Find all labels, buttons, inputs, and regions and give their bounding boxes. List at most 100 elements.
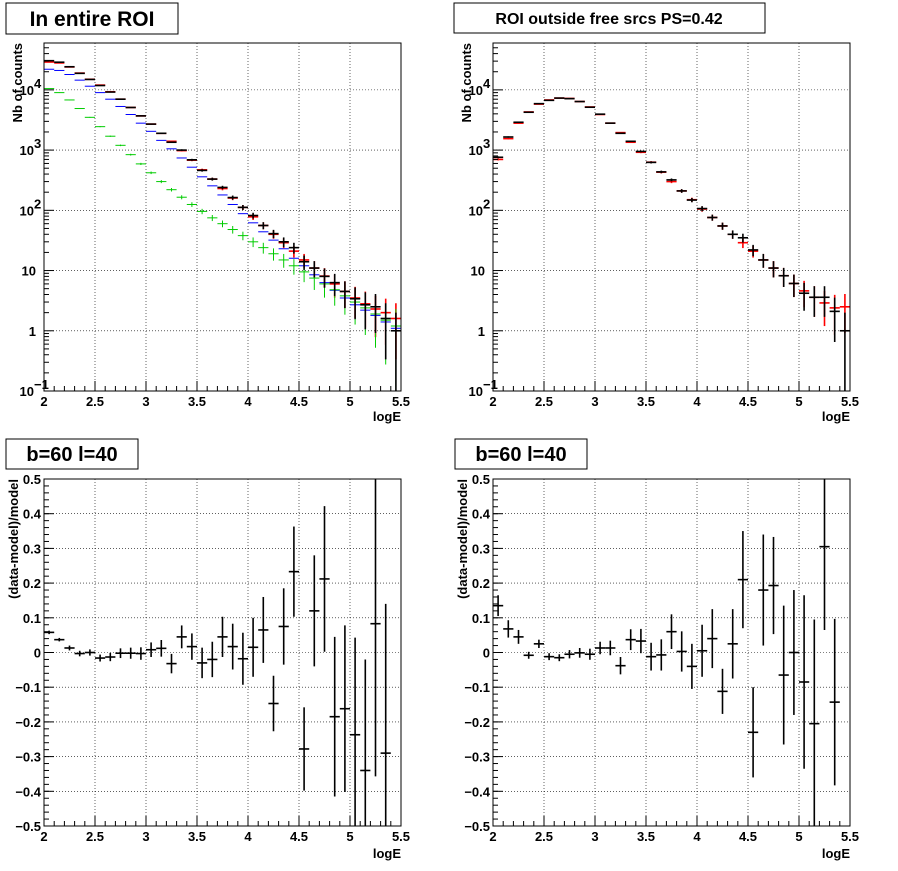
y-tick-label: 10 — [469, 203, 483, 218]
y-tick-label: 0.2 — [23, 576, 41, 591]
x-tick-label: 2 — [40, 829, 47, 844]
y-tick-exponent: 3 — [34, 136, 41, 151]
title-box: ROI outside free srcs PS=0.42 — [453, 2, 766, 34]
x-tick-label: 3 — [142, 829, 149, 844]
y-axis-label: (data-model)/model — [455, 479, 470, 599]
grid-lines — [493, 43, 850, 391]
y-tick-label: 10 — [471, 264, 485, 279]
x-tick-label: 4 — [244, 394, 252, 409]
y-tick-label: 10 — [469, 83, 483, 98]
y-tick-exponent: 3 — [483, 136, 490, 151]
x-tick-label: 3 — [591, 829, 598, 844]
x-tick-label: 2 — [40, 394, 47, 409]
x-tick-label: 3.5 — [637, 394, 655, 409]
panel-title: In entire ROI — [30, 8, 155, 31]
series-1 — [493, 97, 850, 391]
x-tick-label: 4.5 — [290, 829, 308, 844]
x-axis-label: logE — [822, 409, 850, 424]
data-marks — [44, 59, 401, 391]
x-tick-label: 2 — [489, 829, 496, 844]
y-tick-label: 0.5 — [23, 472, 41, 487]
y-tick-exponent: 4 — [34, 76, 42, 91]
y-tick-label: 0.5 — [472, 472, 490, 487]
y-axis-label: Nb of counts — [459, 43, 474, 122]
y-tick-label: 1 — [29, 324, 36, 339]
x-tick-label: 5 — [346, 394, 353, 409]
x-tick-label: 2.5 — [86, 829, 104, 844]
x-tick-label: 2 — [489, 394, 496, 409]
series-3 — [44, 59, 401, 391]
x-tick-label: 4 — [693, 394, 701, 409]
y-tick-label: 10 — [469, 384, 483, 399]
y-tick-label: −0.4 — [464, 784, 490, 799]
x-tick-label: 5.5 — [841, 829, 859, 844]
panel-title: b=60 l=40 — [26, 444, 117, 466]
y-tick-exponent: 2 — [483, 196, 490, 211]
y-tick-label: 10 — [22, 264, 36, 279]
y-tick-label: −0.1 — [15, 680, 41, 695]
x-axis-label: logE — [822, 846, 850, 861]
plot-frame — [492, 42, 851, 392]
y-tick-exponent: −1 — [483, 377, 498, 392]
title-box: b=60 l=40 — [5, 438, 139, 470]
x-tick-label: 4.5 — [739, 829, 757, 844]
panel-title: ROI outside free srcs PS=0.42 — [495, 11, 722, 28]
plot-frame — [43, 42, 402, 392]
y-tick-label: 10 — [20, 384, 34, 399]
series-0 — [44, 479, 391, 826]
x-tick-label: 3 — [142, 394, 149, 409]
panel-residuals-left: 2 2.5 3 3.5 4 4.5 5 5.5 −0.5 −0.4 −0.3 −0.2 −0.1 0 0.1… — [5, 438, 410, 861]
x-tick-label: 2.5 — [86, 394, 104, 409]
y-tick-exponent: 2 — [34, 196, 41, 211]
y-tick-exponent: −1 — [34, 377, 49, 392]
y-tick-exponent: 4 — [483, 76, 491, 91]
y-tick-label: 0.4 — [23, 507, 42, 522]
y-tick-label: 10 — [20, 143, 34, 158]
x-tick-label: 3.5 — [188, 829, 206, 844]
x-tick-label: 5.5 — [392, 394, 410, 409]
panel-title: b=60 l=40 — [475, 444, 566, 466]
data-marks — [493, 479, 840, 826]
data-marks — [44, 479, 391, 826]
y-axis-label: Nb of counts — [10, 43, 25, 122]
y-tick-label: −0.4 — [15, 784, 41, 799]
grid-lines — [44, 479, 401, 826]
y-tick-label: 0 — [483, 646, 490, 661]
y-tick-label: 0.3 — [472, 541, 490, 556]
title-box: b=60 l=40 — [454, 438, 588, 470]
x-tick-label: 5.5 — [392, 829, 410, 844]
y-axis-label: (data-model)/model — [6, 479, 21, 599]
x-tick-label: 2.5 — [535, 829, 553, 844]
y-tick-label: −0.3 — [464, 750, 490, 765]
x-tick-label: 4 — [693, 829, 701, 844]
y-tick-label: 10 — [20, 203, 34, 218]
y-tick-label: 10 — [20, 83, 34, 98]
axis-ticks: 2 2.5 3 3.5 4 4.5 5 5.5 −0.5 −0.4 −0.3 −0.2 −0.1 0 0.1… — [464, 472, 859, 844]
y-tick-label: −0.2 — [15, 715, 41, 730]
y-tick-label: 0.4 — [472, 507, 491, 522]
y-tick-label: 0.2 — [472, 576, 490, 591]
x-axis-label: logE — [373, 846, 401, 861]
y-tick-label: 0.1 — [23, 611, 41, 626]
x-tick-label: 2.5 — [535, 394, 553, 409]
x-tick-label: 5.5 — [841, 394, 859, 409]
x-tick-label: 3 — [591, 394, 598, 409]
y-tick-label: −0.1 — [464, 680, 490, 695]
x-tick-label: 3.5 — [637, 829, 655, 844]
x-tick-label: 5 — [346, 829, 353, 844]
y-tick-label: −0.5 — [15, 819, 41, 834]
y-tick-label: 0.3 — [23, 541, 41, 556]
data-marks — [493, 97, 850, 391]
y-tick-label: −0.5 — [464, 819, 490, 834]
x-tick-label: 4.5 — [290, 394, 308, 409]
y-tick-label: 10 — [469, 143, 483, 158]
x-axis-label: logE — [373, 409, 401, 424]
y-tick-label: 1 — [478, 324, 485, 339]
series-0 — [493, 479, 840, 826]
